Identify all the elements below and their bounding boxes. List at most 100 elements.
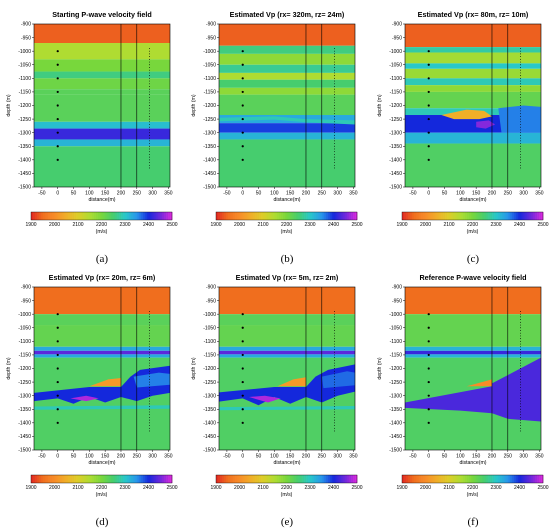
colorbar-segment <box>99 212 102 220</box>
colorbar-tick-label: 2500 <box>166 222 177 228</box>
x-axis-label: distance(m) <box>273 460 300 466</box>
colorbar-segment <box>223 475 227 483</box>
receiver-point <box>519 422 521 424</box>
receiver-point <box>519 56 521 58</box>
x-tick-label: 250 <box>318 191 327 197</box>
receiver-point <box>519 332 521 334</box>
y-tick-label: -1150 <box>204 90 217 96</box>
velocity-layer <box>405 354 541 358</box>
colorbar: 1900 2000 2100 2200 2300 2400 2500 (m/s) <box>396 474 549 498</box>
colorbar-segment <box>527 212 530 220</box>
velocity-field <box>405 24 541 187</box>
x-tick-label: 350 <box>164 454 173 460</box>
colorbar-segment <box>113 475 116 483</box>
receiver-point <box>333 72 335 74</box>
colorbar-segment <box>263 475 266 483</box>
colorbar-segment <box>237 475 240 483</box>
colorbar-segment <box>347 475 350 483</box>
colorbar-segment <box>310 475 313 483</box>
receiver-point <box>148 373 150 375</box>
colorbar-segment <box>331 475 334 483</box>
colorbar-segment <box>58 212 61 220</box>
colorbar-segment <box>425 212 428 220</box>
source-point <box>241 50 244 53</box>
colorbar-tick-label: 2400 <box>328 485 339 491</box>
colorbar-segment <box>445 212 448 220</box>
source-point <box>56 326 59 329</box>
colorbar-segment <box>323 212 326 220</box>
colorbar-tick-label: 2100 <box>443 222 454 228</box>
panel-title: Estimated Vp (rx= 320m, rz= 24m) <box>230 10 345 19</box>
receiver-point <box>148 107 150 109</box>
colorbar-segment <box>313 212 317 220</box>
colorbar-segment <box>130 475 134 483</box>
source-point <box>56 394 59 397</box>
colorbar-segment <box>83 212 87 220</box>
receiver-point <box>519 151 521 153</box>
y-tick-label: -1500 <box>18 448 31 454</box>
y-tick-label: -1300 <box>203 130 216 136</box>
colorbar-segment <box>40 212 44 220</box>
colorbar-segment <box>519 475 522 483</box>
x-tick-label: 300 <box>519 454 528 460</box>
colorbar-segment <box>353 475 356 483</box>
receiver-point <box>333 384 335 386</box>
panel-d: Estimated Vp (rx= 20m, rz= 6m) -900 -950 -1… <box>6 273 178 528</box>
colorbar-segment <box>494 475 497 483</box>
colorbar-segment <box>115 212 118 220</box>
colorbar-tick-label: 2200 <box>96 222 107 228</box>
colorbar-segment <box>50 212 53 220</box>
colorbar-segment <box>317 212 321 220</box>
velocity-anomaly <box>219 406 355 411</box>
colorbar-segment <box>476 212 479 220</box>
colorbar-tick-label: 2100 <box>443 485 454 491</box>
y-tick-label: -950 <box>206 298 216 304</box>
colorbar-segment <box>304 475 307 483</box>
x-tick-label: 50 <box>442 454 448 460</box>
colorbar-segment <box>105 212 108 220</box>
colorbar-segment <box>144 212 147 220</box>
colorbar-segment <box>121 475 124 483</box>
velocity-layer <box>219 314 355 326</box>
receiver-point <box>148 327 150 329</box>
colorbar-segment <box>253 212 256 220</box>
receiver-point <box>148 159 150 161</box>
panel-title: Estimated Vp (rx= 5m, rz= 2m) <box>236 273 339 282</box>
colorbar-segment <box>42 212 46 220</box>
colorbar-segment <box>237 212 240 220</box>
velocity-layer <box>219 325 355 347</box>
source-point <box>241 131 244 134</box>
colorbar-segment <box>409 475 413 483</box>
colorbar-segment <box>152 212 155 220</box>
receiver-point <box>333 422 335 424</box>
y-tick-label: -1450 <box>18 434 31 440</box>
receiver-point <box>333 319 335 321</box>
velocity-layer <box>219 79 355 88</box>
receiver-point <box>333 397 335 399</box>
colorbar-segment <box>46 212 49 220</box>
colorbar-segment <box>411 212 415 220</box>
velocity-field <box>34 287 170 450</box>
colorbar-segment <box>335 212 338 220</box>
colorbar-segment <box>138 475 141 483</box>
receiver-point <box>333 156 335 158</box>
y-tick-label: -1350 <box>18 144 31 150</box>
receiver-point <box>519 115 521 117</box>
receiver-point <box>519 113 521 115</box>
colorbar-segment <box>221 212 225 220</box>
receiver-point <box>333 321 335 323</box>
receiver-point <box>333 330 335 331</box>
receiver-point <box>519 145 521 147</box>
velocity-layer <box>405 91 541 109</box>
colorbar-segment <box>327 212 330 220</box>
colorbar-segment <box>89 475 93 483</box>
y-tick-label: -1400 <box>389 421 402 427</box>
colorbar-segment <box>119 212 122 220</box>
receiver-point <box>333 427 335 429</box>
source-point <box>56 421 59 424</box>
receiver-point <box>333 400 335 402</box>
receiver-point <box>333 162 335 163</box>
colorbar-segment <box>270 212 274 220</box>
y-tick-label: -1100 <box>204 76 217 82</box>
receiver-point <box>148 77 150 79</box>
